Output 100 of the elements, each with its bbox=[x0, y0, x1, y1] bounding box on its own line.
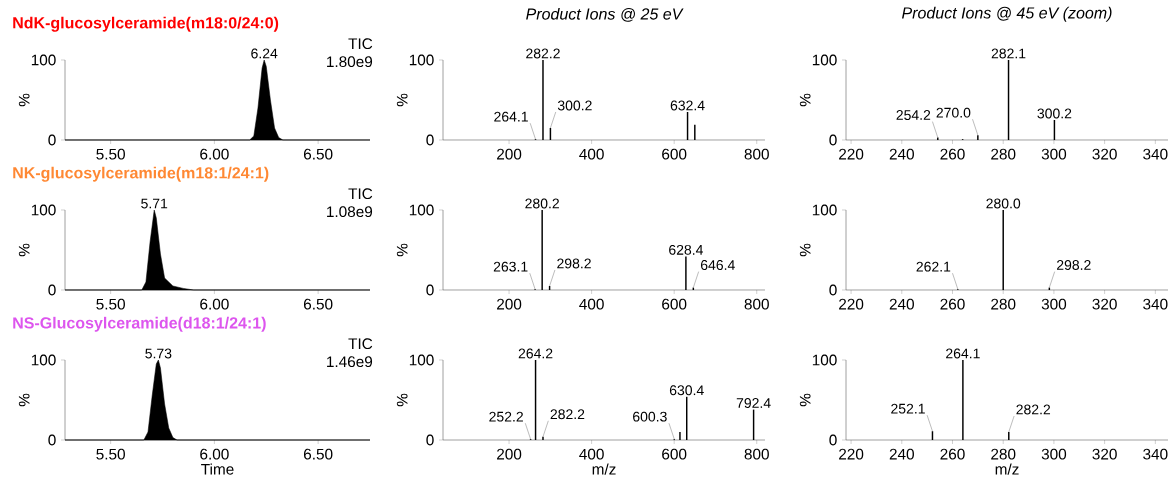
y-axis-title: % bbox=[396, 93, 408, 107]
x-tick-label: 300 bbox=[1041, 448, 1067, 460]
y-tick-label: 0 bbox=[426, 434, 434, 446]
y-tick-label: 100 bbox=[409, 204, 434, 216]
y-tick-label: 0 bbox=[426, 134, 434, 146]
x-tick-label: 600 bbox=[662, 448, 687, 460]
y-tick-label: 100 bbox=[812, 204, 837, 216]
annotation: 264.1 bbox=[494, 111, 528, 122]
x-tick-label: 340 bbox=[1143, 298, 1168, 310]
y-tick-label: 0 bbox=[48, 134, 56, 146]
x-tick-label: 320 bbox=[1092, 298, 1117, 310]
x-tick-label: 6.50 bbox=[303, 298, 333, 310]
y-tick-label: 100 bbox=[31, 354, 56, 366]
x-tick-label: 220 bbox=[839, 148, 864, 160]
chart-title: NdK-glucosylceramide(m18:0/24:0) bbox=[13, 16, 279, 32]
chart-title: Product Ions @ 25 eV bbox=[526, 7, 684, 22]
x-tick-label: 320 bbox=[1092, 148, 1117, 160]
y-tick-label: 100 bbox=[31, 204, 56, 216]
x-tick-label: 340 bbox=[1143, 148, 1168, 160]
annotation: 6.24 bbox=[251, 48, 278, 59]
y-axis-title: % bbox=[18, 393, 30, 407]
annotation: 263.1 bbox=[493, 261, 528, 272]
annotation: 628.4 bbox=[669, 244, 703, 255]
y-axis-title: % bbox=[18, 93, 30, 107]
chart-title: Product Ions @ 45 eV (zoom) bbox=[902, 6, 1112, 22]
x-tick-label: 340 bbox=[1143, 448, 1168, 460]
x-tick-label: 800 bbox=[744, 448, 769, 460]
annotation: 264.2 bbox=[518, 348, 553, 359]
annotation: 1.80e9 bbox=[327, 56, 373, 68]
x-tick-label: 260 bbox=[940, 298, 965, 310]
y-tick-label: 100 bbox=[409, 54, 434, 66]
annotation: 264.1 bbox=[946, 348, 980, 359]
y-tick-label: 100 bbox=[409, 354, 434, 366]
x-axis-title: m/z bbox=[592, 463, 616, 475]
x-tick-label: 220 bbox=[839, 298, 864, 310]
annotation: 254.2 bbox=[896, 110, 931, 121]
annotation: 280.2 bbox=[525, 198, 559, 209]
x-tick-label: 260 bbox=[940, 448, 965, 460]
annotation: 252.1 bbox=[891, 403, 925, 414]
y-tick-label: 100 bbox=[812, 54, 837, 66]
text: TIC bbox=[348, 338, 373, 350]
text: TIC bbox=[348, 188, 373, 200]
x-tick-label: 600 bbox=[662, 148, 687, 160]
x-tick-label: 6.00 bbox=[200, 448, 229, 460]
annotation: 280.0 bbox=[986, 198, 1021, 209]
annotation: 1.08e9 bbox=[327, 206, 373, 218]
x-tick-label: 800 bbox=[744, 298, 769, 310]
x-tick-label: 200 bbox=[497, 298, 522, 310]
annotation: 282.2 bbox=[1016, 404, 1051, 415]
y-axis-title: % bbox=[396, 393, 408, 407]
annotation: 282.2 bbox=[526, 48, 560, 59]
annotation: 262.1 bbox=[916, 261, 951, 272]
annotation: 270.0 bbox=[936, 107, 971, 118]
x-tick-label: 600 bbox=[662, 298, 687, 310]
x-tick-label: 400 bbox=[579, 448, 604, 460]
y-tick-label: 0 bbox=[48, 434, 56, 446]
x-tick-label: 280 bbox=[991, 148, 1016, 160]
y-tick-label: 0 bbox=[829, 434, 837, 446]
y-tick-label: 0 bbox=[829, 134, 837, 146]
x-tick-label: 240 bbox=[889, 148, 914, 160]
annotation: 646.4 bbox=[700, 260, 735, 271]
annotation: 632.4 bbox=[670, 100, 705, 111]
y-tick-label: 100 bbox=[812, 354, 837, 366]
y-axis-title: % bbox=[799, 243, 811, 257]
text: TIC bbox=[348, 38, 373, 50]
x-axis-title: Time bbox=[201, 463, 234, 475]
annotation: 300.2 bbox=[557, 100, 592, 111]
x-tick-label: 300 bbox=[1041, 298, 1067, 310]
annotation: 298.2 bbox=[557, 258, 591, 269]
x-tick-label: 400 bbox=[579, 298, 604, 310]
x-tick-label: 240 bbox=[889, 448, 914, 460]
y-axis-title: % bbox=[799, 393, 811, 407]
annotation: 792.4 bbox=[736, 398, 771, 409]
annotation: 300.2 bbox=[1037, 108, 1072, 119]
x-tick-label: 220 bbox=[839, 448, 864, 460]
y-axis-title: % bbox=[18, 243, 30, 257]
x-tick-label: 300 bbox=[1041, 148, 1067, 160]
annotation: 282.2 bbox=[550, 409, 585, 420]
x-tick-label: 200 bbox=[497, 448, 522, 460]
x-tick-label: 6.00 bbox=[200, 148, 229, 160]
y-tick-label: 100 bbox=[31, 54, 56, 66]
chart-title: NK-glucosylceramide(m18:1/24:1) bbox=[13, 166, 269, 182]
x-tick-label: 5.50 bbox=[96, 148, 125, 160]
x-tick-label: 5.50 bbox=[96, 298, 125, 310]
y-tick-label: 0 bbox=[48, 284, 56, 296]
x-tick-label: 400 bbox=[579, 148, 604, 160]
annotation: 298.2 bbox=[1057, 260, 1091, 271]
x-tick-label: 6.00 bbox=[200, 298, 229, 310]
x-tick-label: 6.50 bbox=[303, 148, 333, 160]
y-tick-label: 0 bbox=[426, 284, 434, 296]
x-axis-title: m/z bbox=[995, 463, 1019, 475]
y-axis-title: % bbox=[396, 243, 408, 257]
annotation: 282.1 bbox=[991, 48, 1026, 59]
x-tick-label: 200 bbox=[497, 148, 522, 160]
x-tick-label: 5.50 bbox=[96, 448, 125, 460]
x-tick-label: 280 bbox=[991, 298, 1016, 310]
x-tick-label: 320 bbox=[1092, 448, 1117, 460]
annotation: 5.73 bbox=[145, 348, 172, 359]
x-tick-label: 280 bbox=[991, 448, 1016, 460]
annotation: 630.4 bbox=[669, 385, 704, 396]
